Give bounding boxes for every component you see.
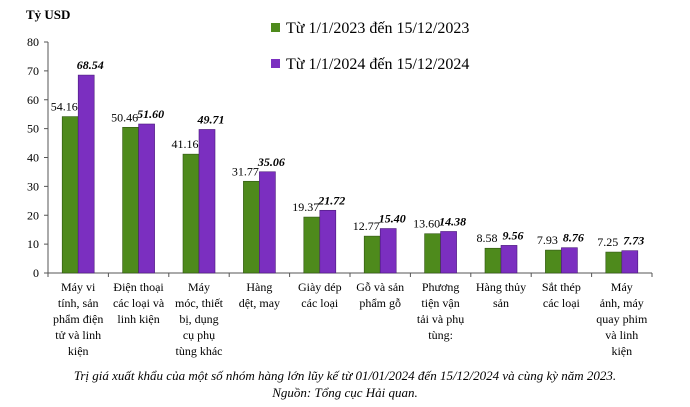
data-label-2024: 51.60 (137, 107, 164, 121)
data-label-2023: 31.77 (232, 164, 259, 178)
category-label: Phương tiện vận tải và phụ tùng: (417, 280, 464, 342)
bar-2023 (303, 216, 321, 274)
y-tick-label: 40 (27, 151, 39, 165)
data-label-2023: 12.77 (353, 219, 380, 233)
bar-2024 (198, 129, 216, 274)
data-label-2024: 8.76 (563, 231, 584, 245)
data-label-2023: 19.37 (292, 200, 319, 214)
legend-swatch (271, 59, 280, 68)
legend-label: Từ 1/1/2024 đến 15/12/2024 (286, 56, 469, 73)
data-label-2023: 7.25 (597, 235, 618, 249)
category-label: Hàng thủy sản (476, 280, 526, 310)
legend-swatch (271, 23, 280, 32)
y-tick-label: 10 (27, 237, 39, 251)
bar-2024 (621, 250, 639, 274)
legend-label: Từ 1/1/2023 đến 15/12/2023 (286, 20, 469, 37)
y-tick-label: 60 (27, 93, 39, 107)
category-label: Máy ảnh, máy quay phim và linh kiện (596, 280, 648, 358)
bar-2024 (259, 171, 276, 274)
data-label-2023: 7.93 (537, 233, 558, 247)
y-tick-label: 50 (27, 122, 39, 136)
bar-2024 (379, 228, 397, 274)
bar-2023 (243, 180, 260, 274)
category-label: Hàng dệt, may (239, 280, 280, 310)
y-tick-label: 0 (33, 266, 39, 280)
data-label-2024: 21.72 (317, 193, 345, 207)
bar-2024 (561, 247, 578, 274)
bar-2023 (122, 126, 139, 274)
bar-2023 (484, 247, 502, 274)
y-tick-label: 30 (27, 179, 39, 193)
category-label: Sắt thép các loại (542, 280, 581, 310)
data-label-2023: 41.16 (172, 137, 199, 151)
category-label: Giày dép các loại (298, 280, 342, 310)
category-label: Máy vi tính, sản phẩm điện tử và linh kiện (53, 280, 103, 358)
data-label-2023: 8.58 (477, 231, 498, 245)
data-label-2024: 68.54 (77, 58, 104, 72)
data-label-2023: 13.60 (413, 217, 440, 231)
bar-2024 (500, 245, 518, 274)
data-label-2024: 7.73 (623, 234, 644, 248)
data-label-2023: 54.16 (51, 100, 78, 114)
y-axis-title: Tỷ USD (26, 7, 70, 22)
bar-2023 (363, 235, 381, 274)
y-tick-label: 80 (27, 35, 39, 49)
bar-2023 (182, 153, 200, 274)
category-label: Điện thoại các loại và linh kiện (113, 280, 165, 326)
data-label-2024: 14.38 (439, 214, 466, 228)
bar-2024 (138, 123, 155, 274)
category-label: Máy móc, thiết bị, dụng cụ phụ tùng khác (175, 280, 224, 358)
chart-caption: Trị giá xuất khẩu của một số nhóm hàng l… (73, 368, 617, 383)
bar-2024 (77, 74, 95, 274)
data-label-2024: 49.71 (197, 112, 225, 126)
bar-2023 (424, 233, 441, 274)
data-label-2024: 15.40 (379, 212, 406, 226)
chart-source: Nguồn: Tổng cục Hải quan. (272, 385, 418, 400)
bar-2024 (440, 231, 457, 274)
bar-2023 (605, 251, 623, 274)
bar-2023 (545, 249, 562, 274)
bar-2024 (319, 209, 337, 274)
y-tick-label: 20 (27, 208, 39, 222)
category-label: Gỗ và sản phẩm gỗ (356, 280, 404, 310)
data-label-2024: 35.06 (257, 155, 285, 169)
data-label-2023: 50.46 (111, 110, 138, 124)
data-label-2024: 9.56 (503, 228, 524, 242)
y-tick-label: 70 (27, 64, 39, 78)
bar-2023 (61, 116, 79, 274)
